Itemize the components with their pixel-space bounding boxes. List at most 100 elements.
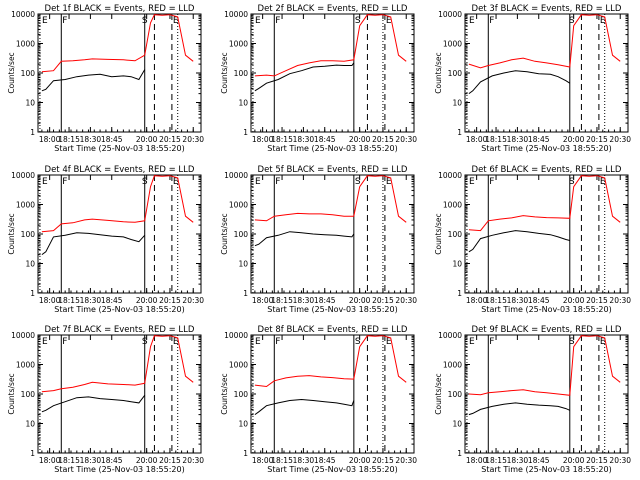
x-tick-label: 18:45 bbox=[528, 135, 550, 144]
x-tick-label: 18:30 bbox=[80, 456, 102, 465]
x-tick-label: 20:30 bbox=[182, 135, 204, 144]
y-tick-label: 10 bbox=[238, 99, 248, 108]
panel-det-9: Det 9f BLACK = Events, RED = LLD 1 10 100 10… bbox=[434, 325, 631, 474]
y-axis-label: Counts/sec bbox=[7, 52, 16, 93]
y-tick-label: 10 bbox=[452, 99, 462, 108]
y-tick-label: 1 bbox=[243, 128, 248, 137]
x-tick-label: 18:15 bbox=[485, 456, 507, 465]
y-tick-label: 10000 bbox=[11, 331, 35, 340]
marker-letter-f-1: F bbox=[275, 16, 280, 26]
y-tick-label: 1 bbox=[457, 449, 462, 458]
series-events-line bbox=[468, 402, 570, 416]
x-tick-label: 20:00 bbox=[136, 296, 158, 305]
y-tick-label: 10 bbox=[25, 99, 35, 108]
y-tick-label: 10 bbox=[238, 260, 248, 269]
x-tick-label: 20:15 bbox=[586, 296, 608, 305]
x-tick-label: 18:15 bbox=[485, 296, 507, 305]
x-tick-label: 18:00 bbox=[252, 456, 274, 465]
x-tick-label: 20:15 bbox=[159, 456, 181, 465]
panel-title: Det 4f BLACK = Events, RED = LLD bbox=[45, 165, 195, 175]
x-tick-label: 18:15 bbox=[271, 296, 293, 305]
x-tick-label: 20:30 bbox=[609, 296, 631, 305]
y-tick-label: 1000 bbox=[443, 40, 462, 49]
x-tick-label: 18:15 bbox=[58, 456, 80, 465]
y-tick-label: 10000 bbox=[11, 171, 35, 180]
series-events-line bbox=[468, 230, 570, 253]
x-tick-label: 18:45 bbox=[101, 456, 123, 465]
series-events-line bbox=[41, 394, 146, 413]
x-axis-label: Start Time (25-Nov-03 18:55:20) bbox=[267, 305, 397, 314]
y-axis-label: Counts/sec bbox=[220, 52, 229, 93]
y-axis-label: Counts/sec bbox=[220, 373, 229, 414]
x-tick-label: 18:15 bbox=[58, 296, 80, 305]
y-tick-label: 1 bbox=[457, 289, 462, 298]
panel-title: Det 6f BLACK = Events, RED = LLD bbox=[472, 165, 622, 175]
panel-det-3: Det 3f BLACK = Events, RED = LLD 1 10 100 10… bbox=[434, 4, 631, 153]
marker-letter-s-2: S bbox=[355, 337, 361, 347]
axes-frame bbox=[37, 13, 202, 133]
x-tick-label: 18:30 bbox=[293, 135, 315, 144]
x-tick-label: 18:15 bbox=[485, 135, 507, 144]
y-axis-label: Counts/sec bbox=[7, 373, 16, 414]
panel-title: Det 3f BLACK = Events, RED = LLD bbox=[472, 4, 622, 14]
panel-det-4: Det 4f BLACK = Events, RED = LLD 1 10 100 10… bbox=[7, 165, 204, 314]
panel-det-7: Det 7f BLACK = Events, RED = LLD 1 10 100 10… bbox=[7, 325, 204, 474]
x-tick-label: 20:15 bbox=[586, 135, 608, 144]
marker-letter-e-3: E bbox=[173, 16, 179, 26]
x-tick-label: 18:00 bbox=[252, 296, 274, 305]
y-tick-label: 1 bbox=[243, 289, 248, 298]
marker-letter-e-0: E bbox=[469, 337, 475, 347]
series-events-line bbox=[254, 398, 355, 416]
marker-letter-e-0: E bbox=[255, 16, 261, 26]
x-tick-label: 20:15 bbox=[372, 456, 394, 465]
y-tick-label: 10 bbox=[25, 420, 35, 429]
y-tick-label: 1000 bbox=[229, 40, 248, 49]
x-tick-label: 18:45 bbox=[101, 135, 123, 144]
y-tick-label: 100 bbox=[21, 390, 36, 399]
y-axis-label: Counts/sec bbox=[434, 213, 443, 254]
y-tick-label: 10000 bbox=[224, 331, 248, 340]
x-tick-label: 20:15 bbox=[372, 135, 394, 144]
x-tick-label: 18:30 bbox=[293, 456, 315, 465]
x-axis-label: Start Time (25-Nov-03 18:55:20) bbox=[481, 465, 611, 474]
x-axis-label: Start Time (25-Nov-03 18:55:20) bbox=[54, 144, 184, 153]
series-lld-line bbox=[468, 14, 621, 69]
y-tick-label: 10000 bbox=[438, 171, 462, 180]
panel-title: Det 7f BLACK = Events, RED = LLD bbox=[45, 325, 195, 335]
marker-letter-s-2: S bbox=[142, 337, 148, 347]
x-tick-label: 18:00 bbox=[466, 296, 488, 305]
panel-title: Det 5f BLACK = Events, RED = LLD bbox=[258, 165, 408, 175]
marker-letter-e-3: E bbox=[600, 177, 606, 187]
panel-det-6: Det 6f BLACK = Events, RED = LLD 1 10 100 10… bbox=[434, 165, 631, 314]
x-tick-label: 18:45 bbox=[528, 456, 550, 465]
x-axis-label: Start Time (25-Nov-03 18:55:20) bbox=[481, 305, 611, 314]
y-tick-label: 1 bbox=[243, 449, 248, 458]
x-tick-label: 18:30 bbox=[507, 296, 529, 305]
y-tick-label: 10 bbox=[452, 420, 462, 429]
x-tick-label: 20:00 bbox=[349, 456, 371, 465]
y-tick-label: 1000 bbox=[16, 201, 35, 210]
x-tick-label: 18:30 bbox=[507, 456, 529, 465]
axes-frame bbox=[37, 174, 202, 294]
x-tick-label: 18:00 bbox=[252, 135, 274, 144]
y-tick-label: 10000 bbox=[224, 171, 248, 180]
x-tick-label: 18:30 bbox=[80, 296, 102, 305]
marker-letter-f-1: F bbox=[489, 337, 494, 347]
x-axis-label: Start Time (25-Nov-03 18:55:20) bbox=[267, 144, 397, 153]
y-tick-label: 10 bbox=[238, 420, 248, 429]
panel-title: Det 2f BLACK = Events, RED = LLD bbox=[258, 4, 408, 14]
x-tick-label: 20:30 bbox=[395, 135, 417, 144]
series-lld-line bbox=[254, 14, 407, 77]
series-events-line bbox=[254, 231, 355, 247]
marker-letter-e-3: E bbox=[173, 337, 179, 347]
x-tick-label: 20:15 bbox=[159, 135, 181, 144]
x-tick-label: 18:45 bbox=[314, 135, 336, 144]
panel-title: Det 1f BLACK = Events, RED = LLD bbox=[45, 4, 195, 14]
marker-letter-f-1: F bbox=[489, 16, 494, 26]
x-tick-label: 20:00 bbox=[136, 135, 158, 144]
x-tick-label: 18:45 bbox=[528, 296, 550, 305]
x-tick-label: 20:00 bbox=[563, 456, 585, 465]
x-tick-label: 20:30 bbox=[182, 456, 204, 465]
series-lld-line bbox=[41, 14, 194, 73]
marker-letter-s-2: S bbox=[569, 337, 575, 347]
